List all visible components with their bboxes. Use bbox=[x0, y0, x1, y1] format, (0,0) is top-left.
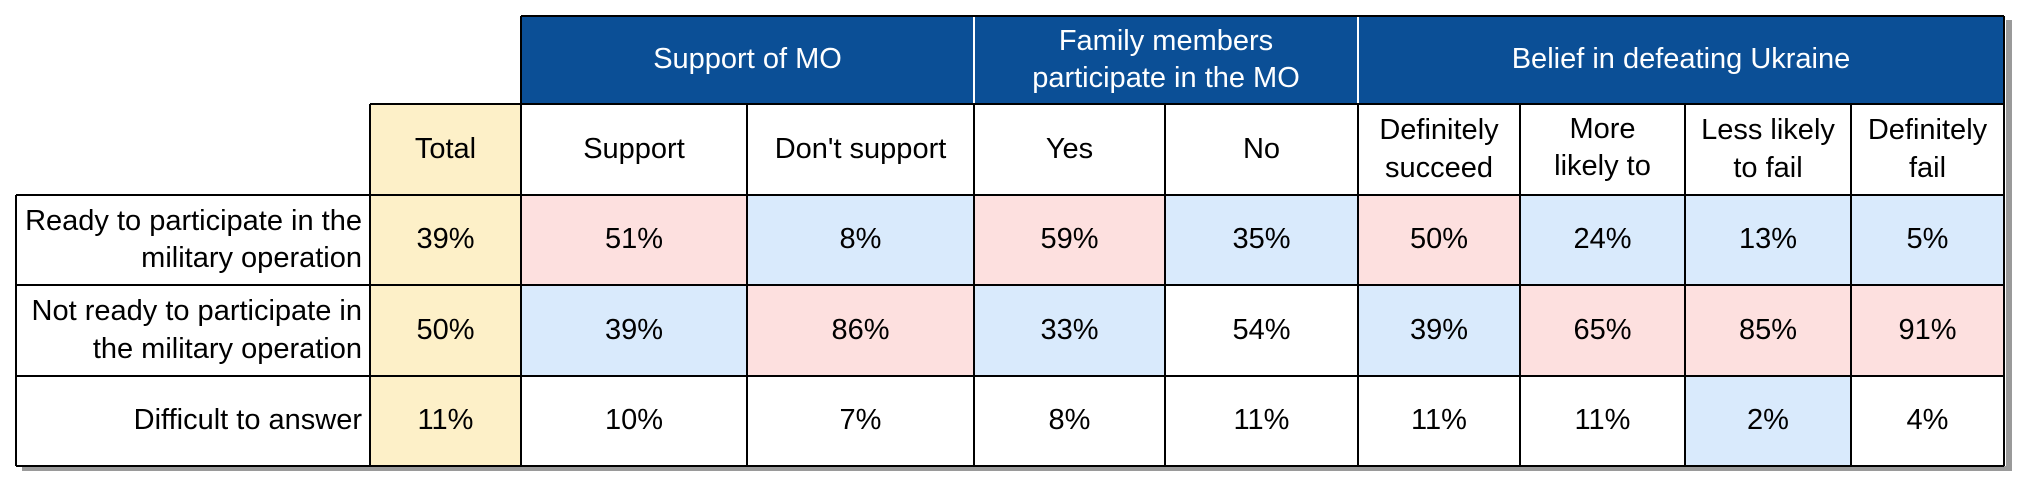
cell-difficult-total: 11% bbox=[370, 376, 521, 466]
header-family-members: Family members participate in the MO bbox=[974, 16, 1358, 104]
cell-not-ready-no: 54% bbox=[1165, 285, 1358, 376]
column-header-total: Total bbox=[370, 104, 521, 195]
row-label-ready: Ready to participate in the military ope… bbox=[16, 195, 370, 285]
cell-ready-less-likely: 13% bbox=[1685, 195, 1851, 285]
cell-difficult-no: 11% bbox=[1165, 376, 1358, 466]
cell-ready-more-likely: 24% bbox=[1520, 195, 1685, 285]
column-header-yes: Yes bbox=[974, 104, 1165, 195]
header-belief-in-defeating: Belief in defeating Ukraine bbox=[1358, 16, 2004, 104]
cell-not-ready-support: 39% bbox=[521, 285, 747, 376]
cell-not-ready-definitely-succeed: 39% bbox=[1358, 285, 1520, 376]
cell-not-ready-definitely-fail: 91% bbox=[1851, 285, 2004, 376]
row-label-not-ready: Not ready to participate in the military… bbox=[16, 285, 370, 376]
column-header-no: No bbox=[1165, 104, 1358, 195]
row-label-difficult: Difficult to answer bbox=[16, 376, 370, 466]
table-shadow-bottom bbox=[22, 466, 2012, 471]
table-shadow-right bbox=[2006, 20, 2012, 471]
cell-difficult-dont-support: 7% bbox=[747, 376, 974, 466]
cell-not-ready-more-likely: 65% bbox=[1520, 285, 1685, 376]
cell-not-ready-dont-support: 86% bbox=[747, 285, 974, 376]
cell-difficult-yes: 8% bbox=[974, 376, 1165, 466]
cell-not-ready-less-likely: 85% bbox=[1685, 285, 1851, 376]
cell-difficult-less-likely: 2% bbox=[1685, 376, 1851, 466]
cell-difficult-support: 10% bbox=[521, 376, 747, 466]
cell-ready-yes: 59% bbox=[974, 195, 1165, 285]
column-header-more-likely: More likely to bbox=[1520, 104, 1685, 195]
cell-not-ready-yes: 33% bbox=[974, 285, 1165, 376]
header-support-of-mo: Support of MO bbox=[521, 16, 974, 104]
cell-ready-no: 35% bbox=[1165, 195, 1358, 285]
cell-ready-dont-support: 8% bbox=[747, 195, 974, 285]
cell-difficult-more-likely: 11% bbox=[1520, 376, 1685, 466]
cell-ready-support: 51% bbox=[521, 195, 747, 285]
column-header-support: Support bbox=[521, 104, 747, 195]
cell-ready-definitely-fail: 5% bbox=[1851, 195, 2004, 285]
column-header-dont-support: Don't support bbox=[747, 104, 974, 195]
column-header-definitely-succeed: Definitely succeed bbox=[1358, 104, 1520, 195]
cell-difficult-definitely-succeed: 11% bbox=[1358, 376, 1520, 466]
column-header-less-likely: Less likely to fail bbox=[1685, 104, 1851, 195]
cell-ready-total: 39% bbox=[370, 195, 521, 285]
cell-difficult-definitely-fail: 4% bbox=[1851, 376, 2004, 466]
column-header-definitely-fail: Definitely fail bbox=[1851, 104, 2004, 195]
cell-not-ready-total: 50% bbox=[370, 285, 521, 376]
cell-ready-definitely-succeed: 50% bbox=[1358, 195, 1520, 285]
